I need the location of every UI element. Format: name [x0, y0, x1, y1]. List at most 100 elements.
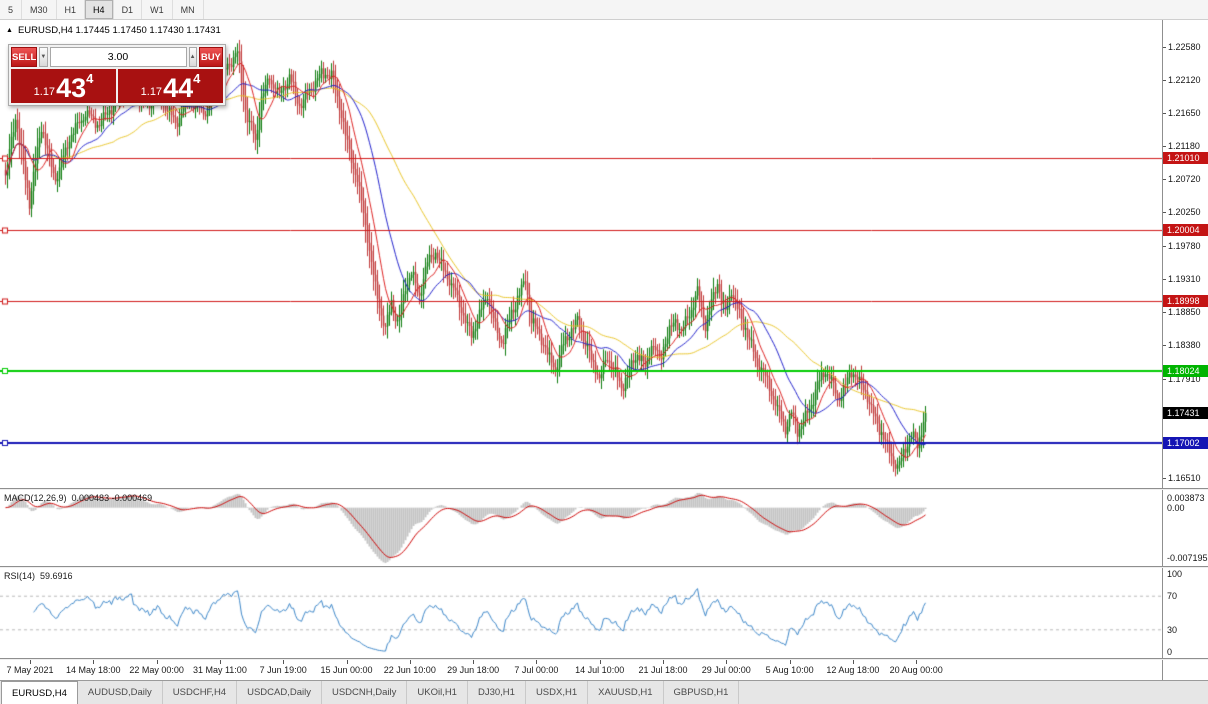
- rsi-scale-label: 100: [1167, 569, 1183, 579]
- price-axis-tickmark: [1163, 478, 1166, 479]
- price-axis-tickmark: [1163, 212, 1166, 213]
- buy-button[interactable]: BUY: [198, 47, 223, 67]
- timeframe-button-m30[interactable]: M30: [22, 0, 57, 19]
- time-axis[interactable]: 7 May 2021 14 May 18:00 22 May 00:00 31 May…: [0, 658, 1162, 680]
- timeframe-button-5[interactable]: 5: [0, 0, 23, 19]
- price-axis-tick: 1.16510: [1168, 473, 1201, 484]
- rsi-scale-label: 70: [1167, 591, 1178, 602]
- sell-price-big: 43: [56, 73, 87, 104]
- time-axis-label: 7 Jul 00:00: [514, 665, 559, 675]
- timeframe-button-h1[interactable]: H1: [57, 0, 86, 19]
- rsi-label: RSI(14) 59.6916: [4, 571, 73, 581]
- time-axis-tick: [346, 660, 348, 664]
- timeframe-button-mn[interactable]: MN: [173, 0, 204, 19]
- panel-splitter-time-axis: [0, 658, 1208, 660]
- volume-input[interactable]: [49, 47, 187, 67]
- chart-area: 7 May 2021 14 May 18:00 22 May 00:00 31 May…: [0, 20, 1162, 680]
- chart-tab-usdcnh-daily[interactable]: USDCNH,Daily: [322, 681, 408, 704]
- chart-header: ▲ EURUSD,H4 1.17445 1.17450 1.17430 1.17…: [6, 25, 221, 36]
- time-axis-tick: [599, 660, 601, 664]
- macd-scale-bottom: -0.007195: [1167, 553, 1208, 563]
- price-axis-tick: 1.19780: [1168, 240, 1201, 251]
- time-axis-tick: [663, 660, 664, 664]
- price-line-badge: 1.17002: [1163, 437, 1208, 450]
- rsi-scale-label: 0: [1167, 647, 1173, 657]
- rsi-name: RSI(14): [4, 571, 36, 581]
- price-axis-tick: 1.17910: [1168, 373, 1201, 384]
- time-axis-label: 14 Jul 10:00: [575, 665, 625, 675]
- timeframe-button-w1[interactable]: W1: [142, 0, 173, 19]
- buy-price-display[interactable]: 1.17 44 4: [118, 69, 223, 103]
- time-axis-label: 5 Aug 10:00: [765, 665, 814, 675]
- time-axis-label: 29 Jun 18:00: [447, 665, 500, 675]
- price-line-badge: 1.17431: [1163, 406, 1208, 419]
- chart-tab-usdcad-daily[interactable]: USDCAD,Daily: [237, 681, 322, 704]
- price-line-badge: 1.18998: [1163, 295, 1208, 308]
- price-axis-tickmark: [1163, 345, 1166, 346]
- sell-price-prefix: 1.17: [33, 86, 56, 98]
- macd-values: 0.000483 -0.000469: [71, 493, 153, 503]
- price-line-badge: 1.20004: [1163, 223, 1208, 236]
- chart-tab-usdx-h1[interactable]: USDX,H1: [526, 681, 589, 704]
- chart-tab-xauusd-h1[interactable]: XAUUSD,H1: [588, 681, 664, 704]
- one-click-trading-panel: SELL ▼ ▲ BUY 1.17 43 4 1.17 44 4: [8, 44, 226, 106]
- price-line-badge: 1.18024: [1163, 364, 1208, 377]
- macd-label: MACD(12,26,9) 0.000483 -0.000469: [4, 493, 152, 503]
- time-axis-tick: [30, 660, 31, 664]
- price-axis-tickmark: [1163, 146, 1166, 147]
- chart-tab-dj30-h1[interactable]: DJ30,H1: [468, 681, 526, 704]
- time-axis-tick: [916, 660, 918, 664]
- price-axis-tickmark: [1163, 179, 1166, 180]
- price-axis-tickmark: [1163, 379, 1166, 380]
- time-axis-label: 7 Jun 19:00: [259, 665, 307, 675]
- chart-tab-usdchf-h4[interactable]: USDCHF,H4: [163, 681, 238, 704]
- buy-price-prefix: 1.17: [140, 86, 163, 98]
- price-axis[interactable]: 1.22580 1.22120 1.21650 1.21180 1.20720 1.202…: [1162, 20, 1208, 680]
- sell-price-display[interactable]: 1.17 43 4: [11, 69, 116, 103]
- price-axis-tick: 1.20250: [1168, 207, 1201, 218]
- time-axis-label: 14 May 18:00: [66, 665, 121, 675]
- buy-price-sup: 4: [193, 71, 201, 86]
- price-axis-tick: 1.21650: [1168, 108, 1201, 119]
- time-axis-label: 7 May 2021: [6, 665, 54, 675]
- time-axis-label: 31 May 11:00: [192, 665, 247, 675]
- one-click-collapse-icon[interactable]: ▲: [6, 27, 13, 34]
- time-axis-tick: [536, 660, 538, 664]
- price-axis-tick: 1.22120: [1168, 74, 1201, 85]
- time-axis-tick: [852, 660, 854, 664]
- time-axis-label: 21 Jul 18:00: [638, 665, 688, 675]
- panel-splitter-macd[interactable]: [0, 488, 1208, 490]
- price-line-badge: 1.21010: [1163, 152, 1208, 165]
- panel-splitter-rsi[interactable]: [0, 566, 1208, 568]
- chart-tab-ukoil-h1[interactable]: UKOil,H1: [407, 681, 468, 704]
- rsi-indicator-canvas[interactable]: [0, 568, 1162, 658]
- buy-price-big: 44: [163, 73, 194, 104]
- time-axis-tick: [409, 660, 411, 664]
- price-axis-tickmark: [1163, 113, 1166, 114]
- price-axis-tick: 1.18380: [1168, 340, 1201, 351]
- timeframe-toolbar: 5 M30 H1 H4 D1 W1 MN: [0, 0, 1208, 20]
- volume-increase-button[interactable]: ▲: [188, 47, 197, 67]
- time-axis-tick: [283, 660, 285, 664]
- macd-scale-zero: 0.00: [1167, 502, 1185, 513]
- price-axis-tickmark: [1163, 80, 1166, 81]
- macd-indicator-canvas[interactable]: [0, 490, 1162, 566]
- sell-price-sup: 4: [86, 71, 94, 86]
- chart-tab-audusd-daily[interactable]: AUDUSD,Daily: [78, 681, 163, 704]
- time-axis-label: 20 Aug 00:00: [889, 665, 943, 675]
- chart-window: 7 May 2021 14 May 18:00 22 May 00:00 31 May…: [0, 20, 1208, 680]
- timeframe-button-h4[interactable]: H4: [85, 0, 114, 19]
- sell-button[interactable]: SELL: [11, 47, 38, 67]
- price-axis-tickmark: [1163, 47, 1166, 48]
- time-axis-tick: [726, 660, 728, 664]
- price-axis-tick: 1.18850: [1168, 306, 1201, 317]
- price-axis-tick: 1.21180: [1168, 141, 1200, 152]
- time-axis-label: 22 May 00:00: [129, 665, 184, 675]
- chart-tab-gbpusd-h1[interactable]: GBPUSD,H1: [664, 681, 740, 704]
- volume-decrease-button[interactable]: ▼: [39, 47, 48, 67]
- time-axis-label: 12 Aug 18:00: [826, 665, 880, 675]
- time-axis-tick: [219, 660, 221, 664]
- chart-tab-eurusd-h4[interactable]: EURUSD,H4: [1, 681, 78, 704]
- time-axis-tick: [93, 660, 95, 664]
- timeframe-button-d1[interactable]: D1: [114, 0, 143, 19]
